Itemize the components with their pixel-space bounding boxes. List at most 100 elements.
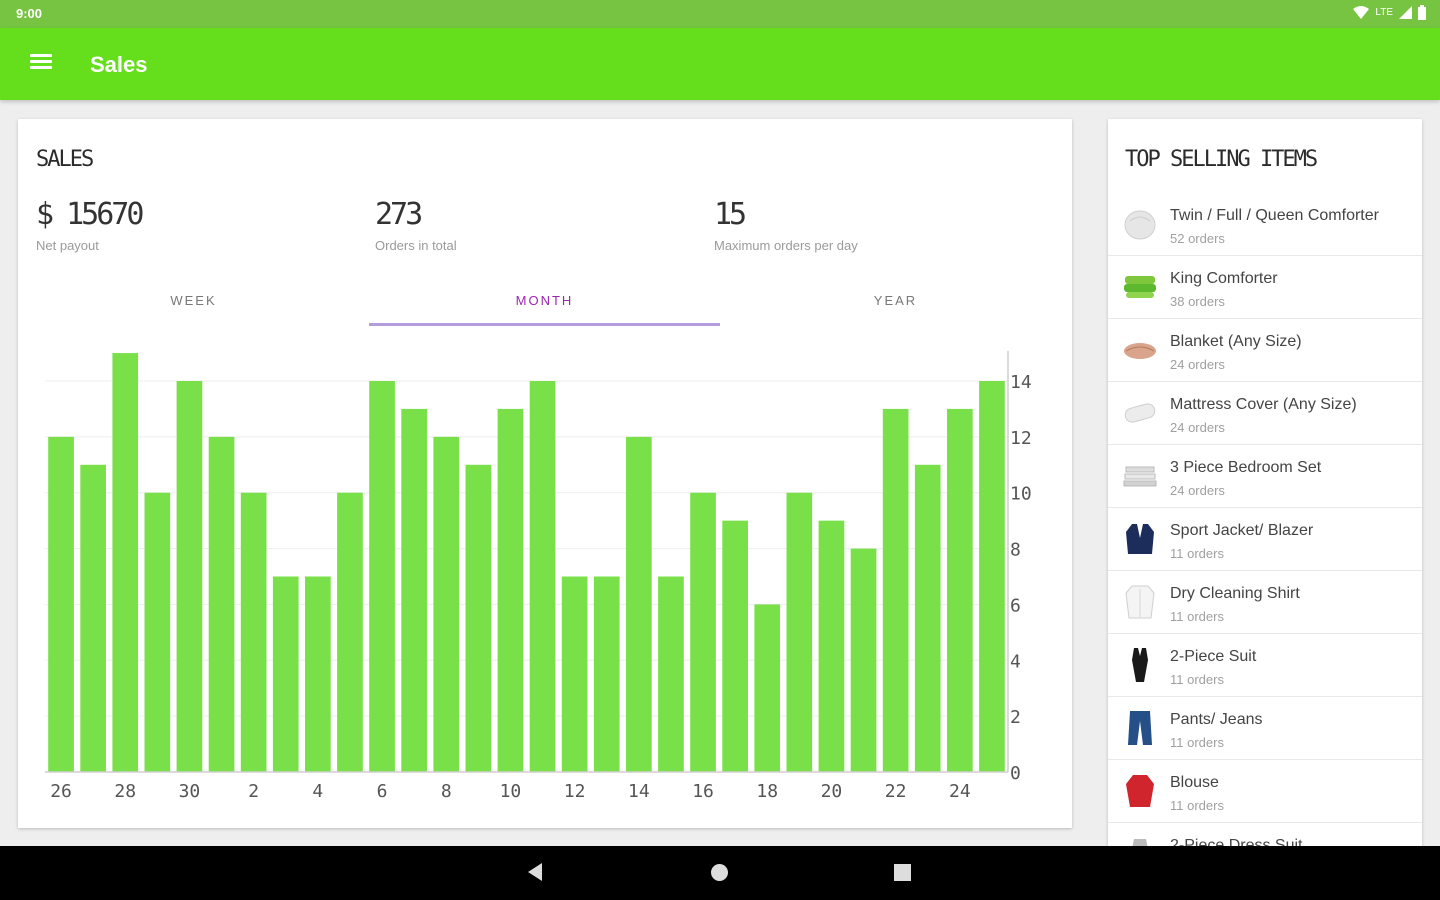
bar-21 [850, 548, 877, 772]
x-tick-label: 20 [821, 781, 843, 802]
sales-heading: SALES [36, 147, 94, 172]
bar-15 [658, 576, 684, 772]
bar-19 [786, 492, 813, 772]
x-tick-label: 12 [564, 781, 586, 802]
bar-29 [144, 492, 171, 772]
top-item-name: 2-Piece Suit [1170, 648, 1257, 665]
x-tick-label: 24 [949, 781, 971, 802]
max-orders-label: Maximum orders per day [714, 238, 858, 253]
bar-13 [593, 576, 620, 772]
top-item-row[interactable]: Sport Jacket/ Blazer 11 orders [1108, 509, 1422, 571]
cell-signal-icon [1399, 6, 1412, 19]
top-item-orders: 24 orders [1170, 357, 1225, 372]
recents-icon[interactable] [894, 864, 911, 881]
net-payout-label: Net payout [36, 238, 99, 253]
suit-icon [1120, 644, 1160, 684]
y-tick-label: 14 [1010, 372, 1032, 393]
bar-28 [112, 353, 139, 772]
comforter-green-icon [1120, 266, 1160, 306]
bar-22 [882, 408, 909, 772]
top-item-orders: 38 orders [1170, 294, 1225, 309]
x-tick-label: 30 [179, 781, 201, 802]
orders-total-stat: 273 Orders in total [375, 197, 457, 253]
home-icon[interactable] [711, 864, 728, 881]
sales-card: SALES $ 15670 Net payout 273 Orders in t… [18, 119, 1072, 828]
bar-14 [626, 436, 652, 772]
top-item-name: Pants/ Jeans [1170, 711, 1263, 728]
top-item-name: Sport Jacket/ Blazer [1170, 522, 1314, 539]
top-item-row[interactable]: Blouse 11 orders [1108, 761, 1422, 823]
bar-25 [979, 381, 1005, 772]
bar-18 [754, 604, 781, 772]
x-tick-label: 2 [248, 781, 259, 802]
bar-11 [529, 381, 556, 772]
net-payout-value: $ 15670 [36, 197, 144, 232]
top-item-row[interactable]: Mattress Cover (Any Size) 24 orders [1108, 383, 1422, 445]
x-tick-label: 26 [50, 781, 72, 802]
comforter-white-icon [1120, 203, 1160, 243]
bar-2 [240, 492, 267, 772]
top-selling-card: TOP SELLING ITEMS Twin / Full / Queen Co… [1108, 119, 1422, 854]
net-payout-stat: $ 15670 Net payout [36, 197, 144, 253]
top-item-name: Twin / Full / Queen Comforter [1170, 207, 1379, 224]
app-bar: Sales [0, 28, 1440, 100]
bar-5 [337, 492, 363, 772]
top-item-row[interactable]: 2-Piece Suit 11 orders [1108, 635, 1422, 697]
y-tick-label: 2 [1010, 707, 1021, 728]
status-time: 9:00 [16, 6, 43, 21]
x-tick-label: 10 [500, 781, 522, 802]
bar-7 [401, 408, 427, 772]
top-item-name: Mattress Cover (Any Size) [1170, 396, 1357, 413]
top-item-orders: 11 orders [1170, 672, 1224, 687]
bar-9 [465, 464, 492, 772]
bar-1 [208, 436, 235, 772]
top-item-name: 3 Piece Bedroom Set [1170, 459, 1322, 476]
x-tick-label: 6 [377, 781, 388, 802]
top-item-row[interactable]: King Comforter 38 orders [1108, 257, 1422, 319]
top-item-row[interactable]: Pants/ Jeans 11 orders [1108, 698, 1422, 760]
top-item-row[interactable]: Twin / Full / Queen Comforter 52 orders [1108, 194, 1422, 256]
top-item-row[interactable]: Blanket (Any Size) 24 orders [1108, 320, 1422, 382]
top-item-name: Blanket (Any Size) [1170, 333, 1302, 350]
top-item-row[interactable]: Dry Cleaning Shirt 11 orders [1108, 572, 1422, 634]
top-item-orders: 11 orders [1170, 735, 1224, 750]
bar-10 [497, 408, 524, 772]
menu-icon[interactable] [30, 54, 52, 72]
y-tick-label: 8 [1010, 540, 1021, 561]
bedroom-set-icon [1120, 455, 1160, 495]
page-title: Sales [90, 52, 148, 77]
x-tick-label: 22 [885, 781, 907, 802]
orders-total-label: Orders in total [375, 238, 457, 253]
x-tick-label: 16 [692, 781, 714, 802]
bar-6 [369, 381, 395, 772]
y-tick-label: 6 [1010, 595, 1021, 616]
top-item-name: Dry Cleaning Shirt [1170, 585, 1300, 602]
top-item-orders: 52 orders [1170, 231, 1225, 246]
x-tick-label: 14 [628, 781, 650, 802]
bar-8 [433, 436, 460, 772]
tab-year[interactable]: YEAR [873, 293, 918, 308]
top-item-row[interactable]: 3 Piece Bedroom Set 24 orders [1108, 446, 1422, 508]
bar-23 [914, 464, 941, 772]
x-tick-label: 18 [756, 781, 778, 802]
bar-12 [561, 576, 588, 772]
network-type: LTE [1375, 7, 1393, 18]
top-item-name: King Comforter [1170, 270, 1278, 287]
tab-indicator [369, 323, 720, 326]
top-item-orders: 24 orders [1170, 420, 1225, 435]
bar-26 [48, 436, 74, 772]
bar-20 [818, 520, 845, 772]
tab-month[interactable]: MONTH [515, 293, 574, 308]
y-tick-label: 0 [1010, 763, 1021, 784]
bar-4 [305, 576, 331, 772]
bar-24 [947, 408, 973, 772]
back-icon[interactable] [528, 863, 542, 881]
y-tick-label: 12 [1010, 428, 1032, 449]
battery-icon [1418, 5, 1426, 20]
bar-17 [722, 520, 748, 772]
top-item-orders: 11 orders [1170, 546, 1224, 561]
tab-week[interactable]: WEEK [170, 293, 217, 308]
system-nav-bar [0, 846, 1440, 900]
max-orders-value: 15 [714, 197, 747, 232]
